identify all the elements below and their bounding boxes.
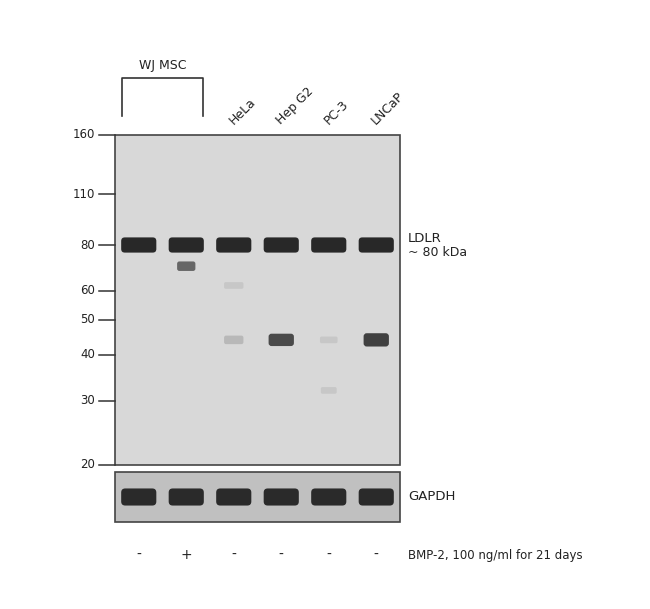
Text: HeLa: HeLa	[227, 95, 258, 127]
Text: ~ 80 kDa: ~ 80 kDa	[408, 245, 467, 258]
FancyBboxPatch shape	[311, 488, 346, 505]
Text: -: -	[279, 548, 283, 562]
Text: 160: 160	[73, 128, 95, 141]
Text: -: -	[374, 548, 379, 562]
FancyBboxPatch shape	[264, 488, 299, 505]
Text: 50: 50	[80, 313, 95, 326]
FancyBboxPatch shape	[363, 333, 389, 347]
Text: -: -	[231, 548, 236, 562]
Text: BMP-2, 100 ng/ml for 21 days: BMP-2, 100 ng/ml for 21 days	[408, 549, 582, 561]
FancyBboxPatch shape	[177, 261, 196, 271]
FancyBboxPatch shape	[121, 238, 156, 253]
Text: WJ MSC: WJ MSC	[138, 59, 187, 72]
FancyBboxPatch shape	[268, 334, 294, 346]
FancyBboxPatch shape	[224, 336, 243, 344]
FancyBboxPatch shape	[216, 488, 252, 505]
Text: 30: 30	[80, 394, 95, 407]
FancyBboxPatch shape	[169, 238, 204, 253]
FancyBboxPatch shape	[121, 488, 156, 505]
Text: LDLR: LDLR	[408, 231, 442, 244]
Text: +: +	[181, 548, 192, 562]
FancyBboxPatch shape	[359, 488, 394, 505]
Text: -: -	[136, 548, 141, 562]
Text: Hep G2: Hep G2	[274, 85, 316, 127]
Text: 20: 20	[80, 459, 95, 471]
Text: GAPDH: GAPDH	[408, 490, 456, 504]
FancyBboxPatch shape	[311, 238, 346, 253]
FancyBboxPatch shape	[264, 238, 299, 253]
FancyBboxPatch shape	[320, 337, 337, 343]
Text: 60: 60	[80, 284, 95, 297]
FancyBboxPatch shape	[359, 238, 394, 253]
Text: 80: 80	[80, 239, 95, 252]
Text: 40: 40	[80, 348, 95, 362]
FancyBboxPatch shape	[216, 238, 252, 253]
FancyBboxPatch shape	[169, 488, 204, 505]
Text: 110: 110	[73, 188, 95, 201]
FancyBboxPatch shape	[321, 387, 337, 394]
Text: -: -	[326, 548, 332, 562]
Text: LNCaP: LNCaP	[369, 90, 407, 127]
Bar	[115, 135, 400, 465]
Bar	[115, 472, 400, 522]
FancyBboxPatch shape	[224, 282, 243, 289]
Text: PC-3: PC-3	[322, 97, 351, 127]
